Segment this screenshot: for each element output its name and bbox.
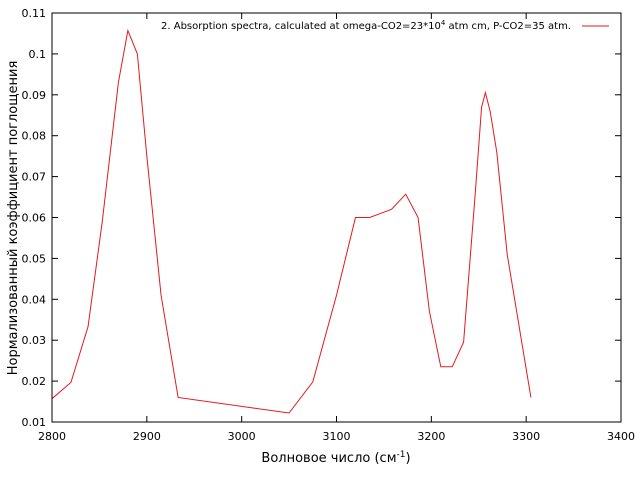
y-tick-label: 0.05 — [22, 252, 47, 265]
y-tick-label: 0.03 — [22, 334, 47, 347]
legend-label: 2. Absorption spectra, calculated at ome… — [161, 19, 571, 32]
y-tick-label: 0.04 — [22, 293, 47, 306]
y-tick-label: 0.11 — [22, 7, 47, 20]
x-axis-label: Волновое число (см-1) — [261, 450, 410, 466]
y-tick-label: 0.01 — [22, 416, 47, 429]
x-tick-label: 2800 — [38, 430, 66, 443]
series-line — [51, 28, 532, 414]
x-tick-label: 3400 — [607, 430, 635, 443]
y-tick-label: 0.09 — [22, 89, 47, 102]
tick-labels: 2800 2900 3000 3100 3200 3300 3400 0.01 0.02 0.03… — [22, 7, 636, 443]
y-axis-label: Нормализованный коэффициент поглощения — [6, 61, 21, 376]
y-tick-label: 0.02 — [22, 375, 47, 388]
y-tick-label: 0.08 — [22, 130, 47, 143]
x-tick-label: 3200 — [417, 430, 445, 443]
x-tick-label: 3300 — [512, 430, 540, 443]
x-tick-label: 3000 — [228, 430, 256, 443]
legend: 2. Absorption spectra, calculated at ome… — [161, 19, 609, 32]
x-tick-label: 3100 — [323, 430, 351, 443]
series-layer — [51, 28, 532, 414]
plot-frame — [51, 12, 622, 423]
y-tick-label: 0.07 — [22, 171, 47, 184]
y-tick-label: 0.1 — [29, 48, 47, 61]
y-tick-label: 0.06 — [22, 212, 47, 225]
x-tick-label: 2900 — [133, 430, 161, 443]
